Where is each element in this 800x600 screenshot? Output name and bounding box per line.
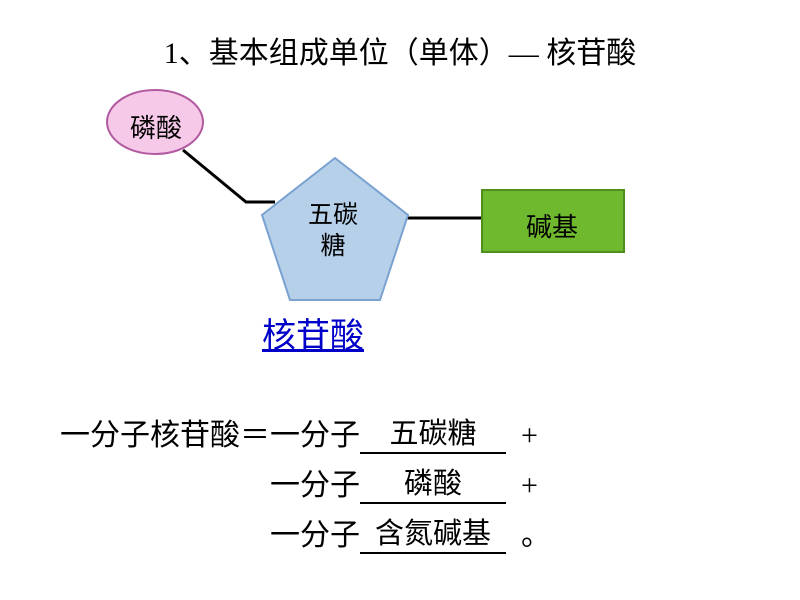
eq1-blank: 五碳糖 [360,410,506,454]
eq2-blank: 磷酸 [360,460,506,504]
eq1-plus: + [521,419,538,452]
eq3-blank: 含氮碱基 [360,510,506,554]
eq1-prefix: 一分子核苷酸＝一分子 [60,419,360,452]
base-label: 碱基 [526,207,578,244]
phosphate-label: 磷酸 [130,108,182,145]
sugar-label-line1: 五碳 [308,202,358,229]
nucleotide-diagram [0,0,800,360]
equation-line-2: 一分子磷酸 + [270,460,538,506]
eq2-prefix: 一分子 [270,469,360,502]
eq3-period: 。 [521,519,551,552]
equation-line-1: 一分子核苷酸＝一分子五碳糖 + [60,410,538,456]
eq2-plus: + [521,469,538,502]
caption-text: 核苷酸 [262,318,364,355]
diagram-caption: 核苷酸 [262,308,364,357]
sugar-label: 五碳 糖 [308,200,358,263]
equation-line-3: 一分子含氮碱基 。 [270,510,551,556]
sugar-label-line2: 糖 [321,233,346,260]
connector-phosphate-sugar [183,150,275,202]
eq3-prefix: 一分子 [270,519,360,552]
